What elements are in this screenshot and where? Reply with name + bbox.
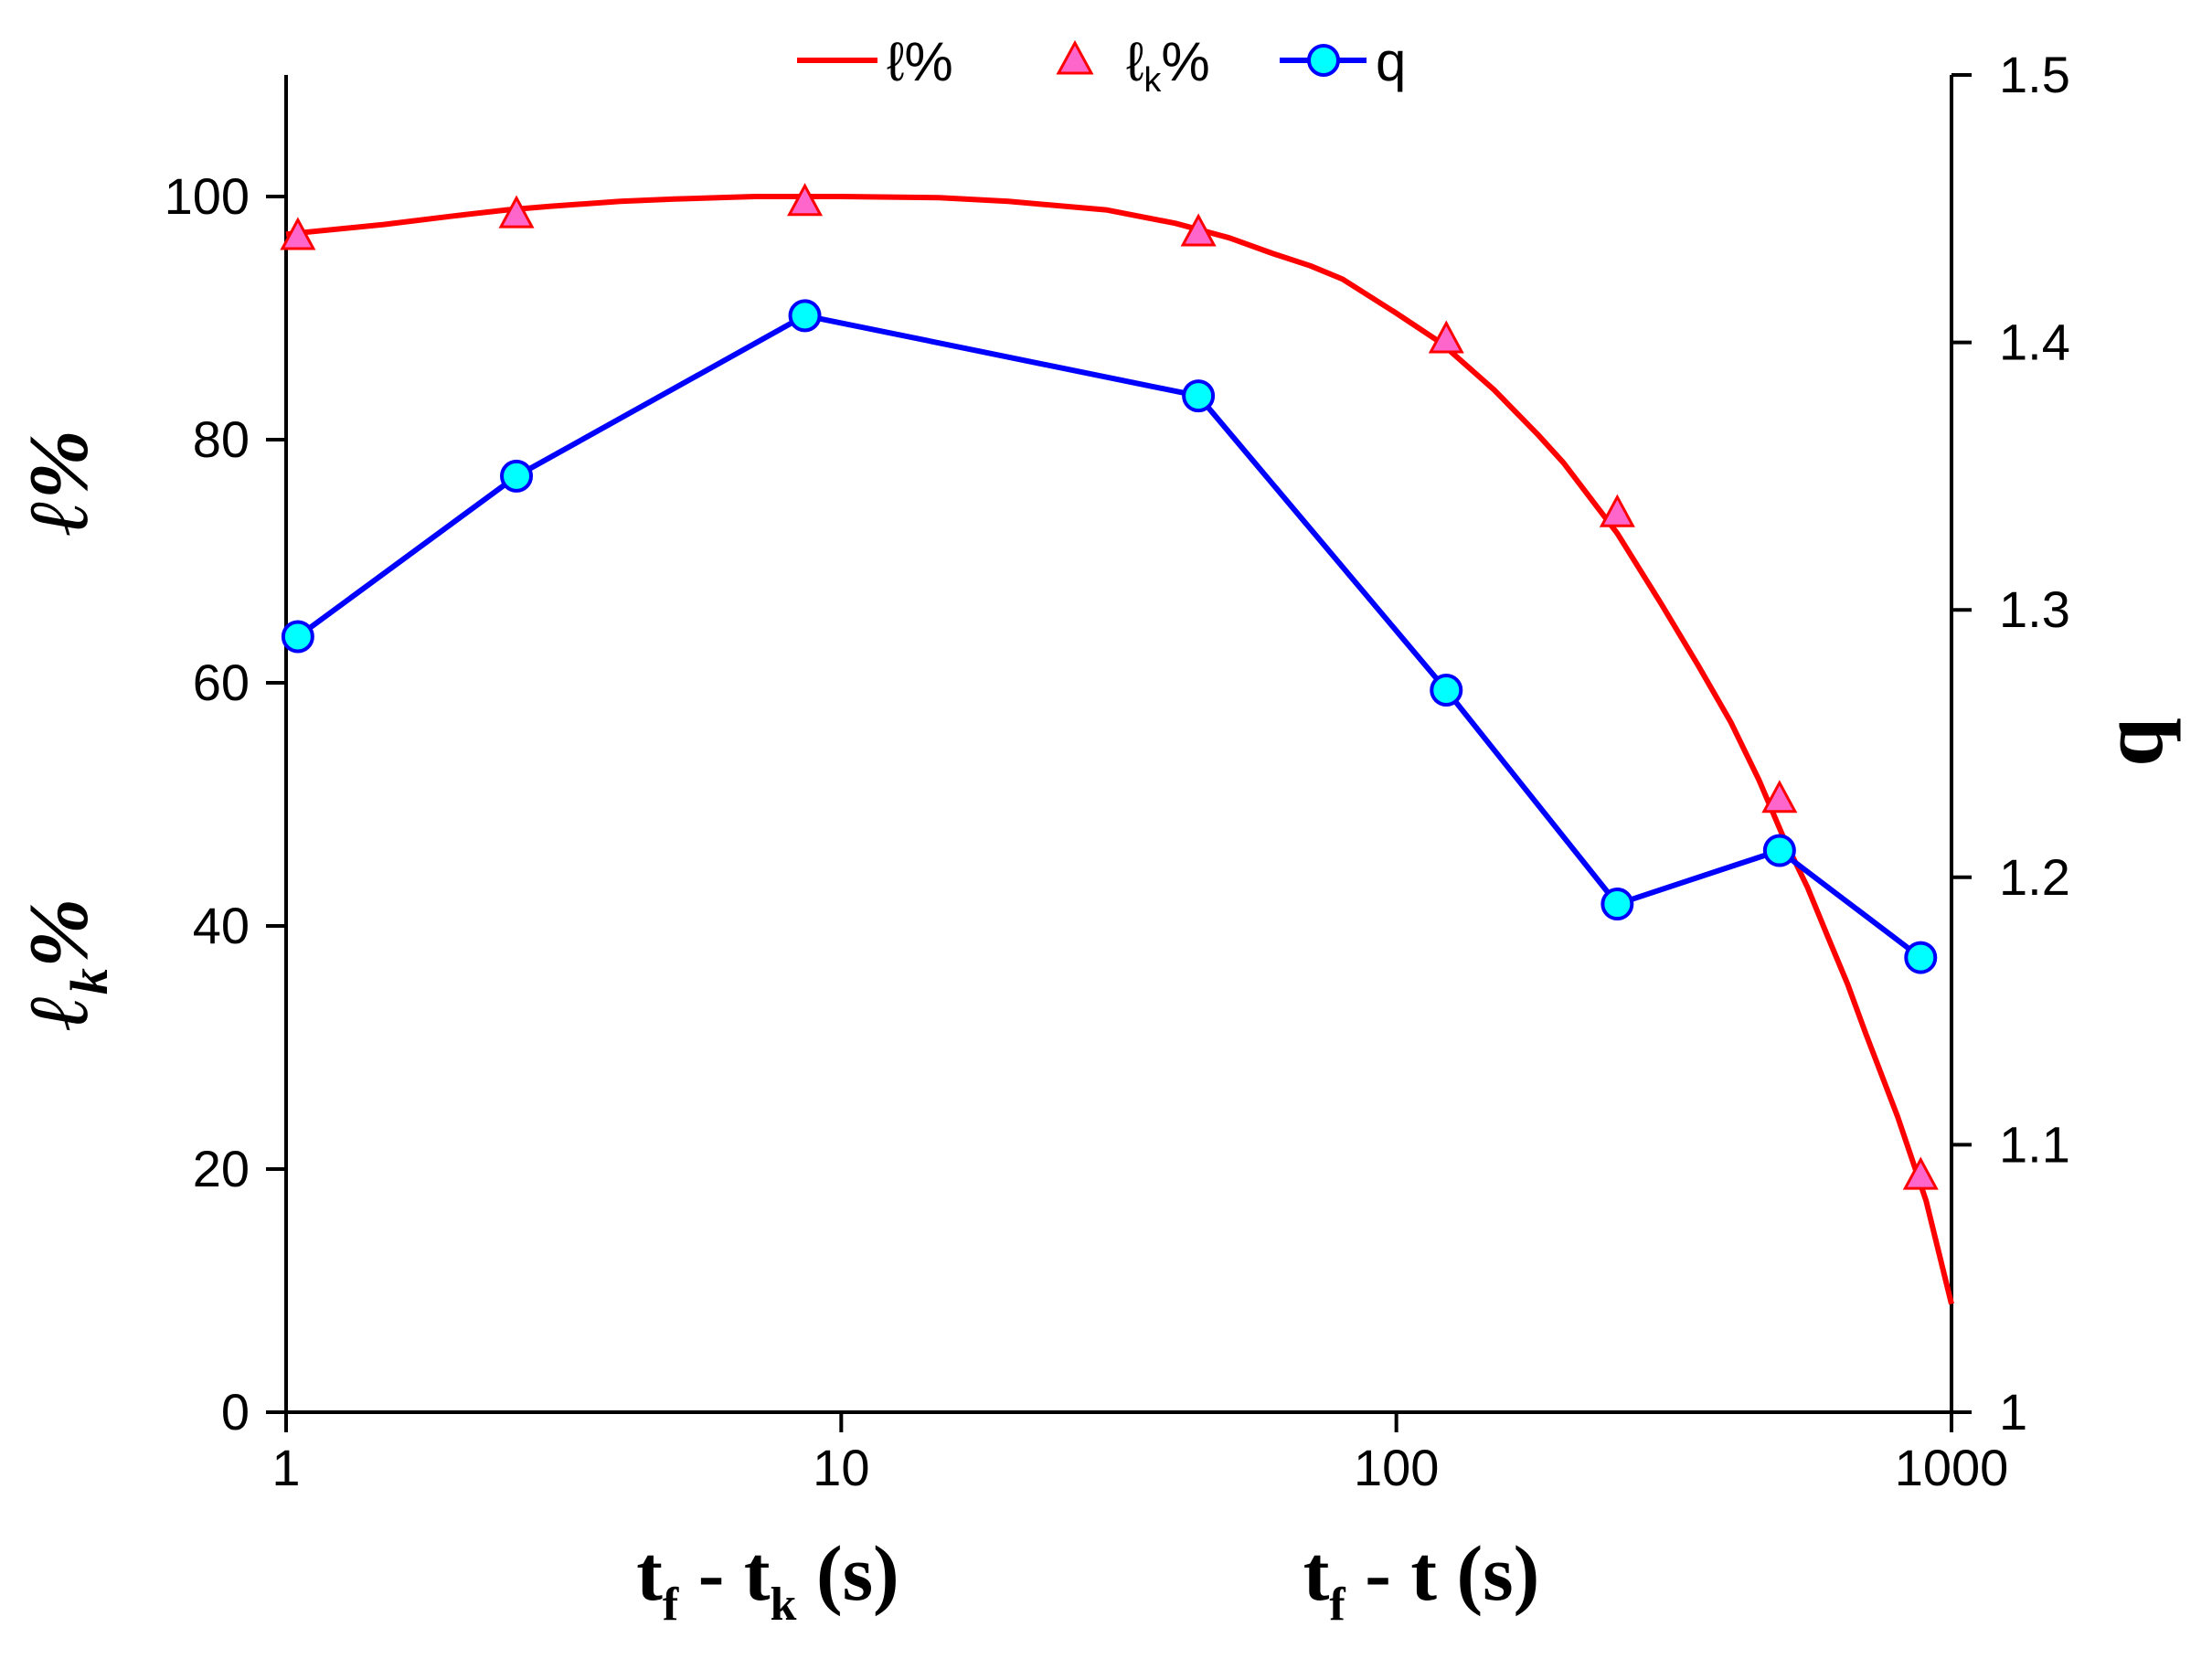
q-circle-marker — [281, 620, 314, 654]
lk-triangle-marker — [1761, 780, 1798, 814]
axis-labels: tf - tk (s) tf - t (s) ℓ% ℓk% q — [12, 430, 2181, 1631]
axes: 1 10 100 1000 0 20 40 60 80 100 1 1.1 1.2 1.3 1.4 1.5 — [165, 46, 2070, 1496]
q-circle-marker — [1182, 379, 1216, 413]
y-right-tick-label: 1.3 — [1999, 580, 2070, 638]
q-circle-marker — [1430, 673, 1463, 707]
lk-triangle-marker — [1180, 213, 1217, 247]
legend-label-3: q — [1376, 31, 1406, 92]
y-left-tick-label: 0 — [221, 1383, 250, 1441]
y-left-tick-label: 60 — [193, 654, 250, 711]
y-right-tick-label: 1.1 — [1999, 1115, 2070, 1173]
y-right-tick-label: 1 — [1999, 1383, 2027, 1441]
lk-triangle-marker — [498, 195, 535, 229]
x-axis-title-2: tf - t (s) — [1303, 1529, 1540, 1631]
y-left-tick-label: 40 — [193, 897, 250, 954]
x-tick-label: 100 — [1354, 1439, 1439, 1496]
legend-label-1: ℓ% — [887, 31, 953, 92]
x-axis-title-1: tf - tk (s) — [636, 1529, 899, 1631]
lk-triangle-marker — [280, 217, 316, 250]
lk-triangle-marker — [1902, 1156, 1939, 1190]
q-circle-marker — [1601, 888, 1634, 921]
y-right-tick-label: 1.5 — [1999, 46, 2070, 103]
lk-triangle-marker — [787, 183, 824, 217]
lk-triangle-marker — [1428, 320, 1464, 354]
q-circle-marker — [1762, 834, 1796, 867]
q-circle-marker — [1904, 941, 1938, 974]
x-tick-label: 1000 — [1895, 1439, 2009, 1496]
legend-q-circle-swatch — [1307, 44, 1340, 77]
legend-triangle-swatch — [1056, 39, 1094, 75]
lk-triangle-marker — [1599, 494, 1635, 527]
y-left-axis-title-2: ℓk% — [12, 899, 119, 1031]
y-right-tick-label: 1.2 — [1999, 848, 2070, 906]
y-left-tick-label: 20 — [193, 1140, 250, 1197]
y-right-axis-title: q — [2083, 718, 2181, 766]
series — [280, 183, 1954, 1305]
legend: ℓ% ℓk% q — [797, 31, 1406, 100]
y-left-tick-label: 80 — [193, 410, 250, 468]
x-tick-label: 1 — [271, 1439, 300, 1496]
x-tick-label: 10 — [813, 1439, 869, 1496]
q-circle-marker — [500, 459, 534, 493]
y-left-axis-title-1: ℓ% — [12, 430, 105, 536]
q-circle-marker — [788, 299, 822, 333]
y-right-tick-label: 1.4 — [1999, 314, 2070, 371]
series-line-0 — [285, 194, 1954, 1305]
y-left-tick-label: 100 — [165, 167, 250, 225]
legend-label-2: ℓk% — [1126, 31, 1210, 100]
series-line-2 — [296, 313, 1923, 960]
